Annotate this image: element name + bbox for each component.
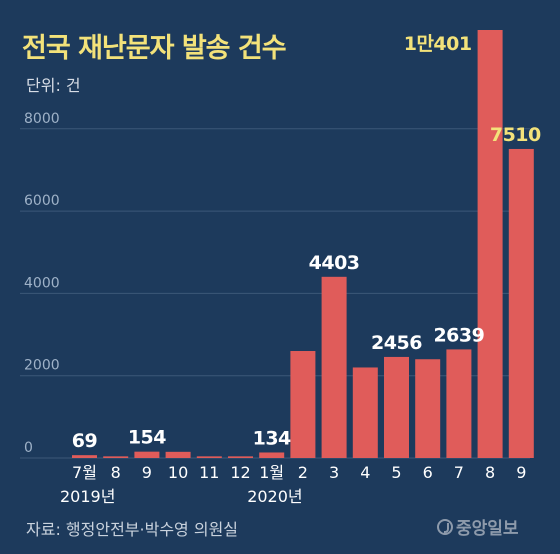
y-tick-label: 4000 [24, 275, 60, 291]
bar [165, 451, 191, 458]
bar [446, 349, 472, 458]
bar [477, 30, 503, 458]
data-label: 2456 [371, 332, 422, 354]
brand-name: 중앙일보 [456, 519, 519, 539]
x-tick-label: 8 [485, 463, 495, 482]
x-tick-label: 5 [391, 463, 401, 482]
data-label: 7510 [490, 124, 541, 146]
bar [72, 455, 97, 458]
year-label: 2019년 [60, 487, 115, 506]
data-label: 134 [253, 427, 291, 449]
bar [103, 456, 129, 458]
year-label: 2020년 [247, 487, 302, 506]
brand-watermark: 중앙일보 [437, 514, 519, 539]
bar [196, 456, 222, 458]
bar [290, 351, 316, 458]
y-tick-label: 2000 [24, 358, 60, 374]
x-tick-label: 8 [111, 463, 121, 482]
x-tick-label: 6 [423, 463, 433, 482]
brand-logo-icon [437, 518, 453, 535]
bar [508, 148, 534, 458]
bar [134, 451, 160, 458]
bar [352, 367, 378, 458]
unit-label: 단위: 건 [26, 76, 81, 95]
chart-title: 전국 재난문자 발송 건수 [22, 33, 287, 64]
x-tick-label: 3 [329, 463, 339, 482]
data-label: 4403 [309, 252, 360, 274]
x-tick-label: 7 [454, 463, 464, 482]
x-tick-label: 7월 [72, 463, 97, 482]
x-tick-label: 4 [360, 463, 370, 482]
data-label: 154 [128, 427, 166, 449]
x-tick-label: 12 [230, 463, 250, 482]
x-tick-label: 11 [199, 463, 219, 482]
bar [321, 276, 347, 458]
data-label: 2639 [433, 324, 484, 346]
y-tick-label: 8000 [24, 111, 60, 127]
bar [415, 359, 441, 458]
bar [228, 456, 253, 458]
x-tick-label: 9 [142, 463, 152, 482]
data-label: 1만401 [404, 33, 472, 55]
bar [259, 452, 285, 458]
y-tick-label: 6000 [24, 193, 60, 209]
y-tick-label: 0 [24, 440, 33, 456]
data-label: 69 [72, 430, 97, 452]
bar [384, 356, 409, 458]
x-tick-label: 10 [168, 463, 188, 482]
x-tick-label: 1월 [259, 463, 284, 482]
source-note: 자료: 행정안전부·박수영 의원실 [26, 520, 239, 539]
x-tick-label: 2 [298, 463, 308, 482]
x-tick-label: 9 [516, 463, 526, 482]
